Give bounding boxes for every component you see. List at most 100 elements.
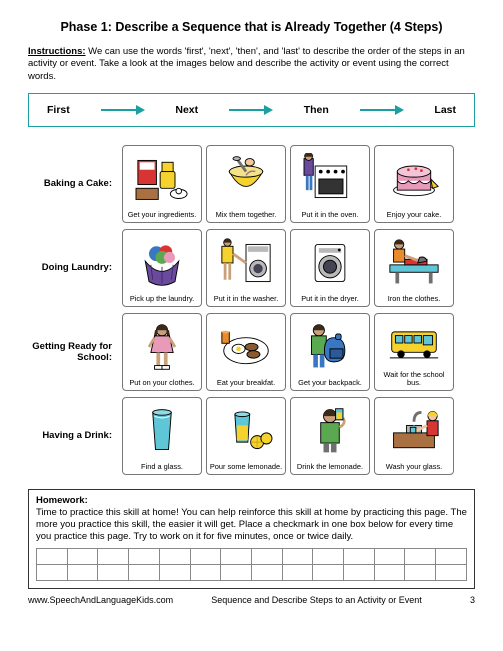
backpack-icon bbox=[293, 317, 367, 377]
step-caption: Put it in the washer. bbox=[214, 295, 279, 303]
instructions-text: We can use the words 'first', 'next', 't… bbox=[28, 46, 465, 82]
practice-cell[interactable] bbox=[67, 548, 98, 564]
sequence-words-bar: First Next Then Last bbox=[28, 93, 475, 127]
practice-cell[interactable] bbox=[405, 564, 436, 580]
wash-icon bbox=[377, 401, 451, 461]
activity-cards: Get your ingredients. Mix them together.… bbox=[122, 145, 454, 223]
page-title: Phase 1: Describe a Sequence that is Alr… bbox=[28, 20, 475, 34]
page-footer: www.SpeechAndLanguageKids.com Sequence a… bbox=[28, 595, 475, 605]
step-card: Eat your breakfat. bbox=[206, 313, 286, 391]
step-caption: Pour some lemonade. bbox=[210, 463, 282, 471]
activity-cards: Put on your clothes. Eat your breakfat. … bbox=[122, 313, 454, 391]
practice-cell[interactable] bbox=[374, 548, 405, 564]
step-card: Wait for the school bus. bbox=[374, 313, 454, 391]
practice-cell[interactable] bbox=[190, 564, 221, 580]
seq-word-next: Next bbox=[175, 104, 198, 116]
practice-cell[interactable] bbox=[344, 548, 375, 564]
activity-row: Getting Ready for School: Put on your cl… bbox=[28, 313, 475, 391]
practice-cell[interactable] bbox=[405, 548, 436, 564]
step-card: Put it in the oven. bbox=[290, 145, 370, 223]
step-card: Put it in the washer. bbox=[206, 229, 286, 307]
practice-cell[interactable] bbox=[37, 548, 68, 564]
seq-word-last: Last bbox=[434, 104, 456, 116]
instructions-label: Instructions: bbox=[28, 46, 86, 57]
practice-cell[interactable] bbox=[251, 548, 282, 564]
step-card: Enjoy your cake. bbox=[374, 145, 454, 223]
practice-cell[interactable] bbox=[436, 564, 467, 580]
practice-cell[interactable] bbox=[313, 564, 344, 580]
practice-cell[interactable] bbox=[98, 564, 129, 580]
practice-cell[interactable] bbox=[436, 548, 467, 564]
ingredients-icon bbox=[125, 149, 199, 209]
practice-cell[interactable] bbox=[374, 564, 405, 580]
step-card: Pick up the laundry. bbox=[122, 229, 202, 307]
breakfast-icon bbox=[209, 317, 283, 377]
arrow-icon bbox=[101, 105, 145, 115]
step-card: Drink the lemonade. bbox=[290, 397, 370, 475]
practice-cell[interactable] bbox=[251, 564, 282, 580]
arrow-icon bbox=[229, 105, 273, 115]
homework-box: Homework: Time to practice this skill at… bbox=[28, 489, 475, 589]
step-caption: Put it in the dryer. bbox=[301, 295, 359, 303]
practice-cell[interactable] bbox=[221, 564, 252, 580]
practice-cell[interactable] bbox=[159, 564, 190, 580]
instructions: Instructions: We can use the words 'firs… bbox=[28, 46, 475, 83]
practice-cell[interactable] bbox=[282, 564, 313, 580]
step-card: Mix them together. bbox=[206, 145, 286, 223]
step-caption: Find a glass. bbox=[141, 463, 183, 471]
practice-cell[interactable] bbox=[129, 564, 160, 580]
step-card: Get your backpack. bbox=[290, 313, 370, 391]
step-caption: Get your ingredients. bbox=[128, 211, 197, 219]
footer-url: www.SpeechAndLanguageKids.com bbox=[28, 595, 178, 605]
step-caption: Wash your glass. bbox=[386, 463, 442, 471]
step-card: Put on your clothes. bbox=[122, 313, 202, 391]
drink-icon bbox=[293, 401, 367, 461]
step-caption: Mix them together. bbox=[216, 211, 277, 219]
seq-word-first: First bbox=[47, 104, 70, 116]
practice-cell[interactable] bbox=[313, 548, 344, 564]
practice-cell[interactable] bbox=[282, 548, 313, 564]
footer-center: Sequence and Describe Steps to an Activi… bbox=[178, 595, 455, 605]
practice-cell[interactable] bbox=[129, 548, 160, 564]
mix-icon bbox=[209, 149, 283, 209]
activities-grid: Baking a Cake: Get your ingredients. Mix… bbox=[28, 145, 475, 475]
practice-cell[interactable] bbox=[190, 548, 221, 564]
activity-label: Having a Drink: bbox=[28, 430, 116, 441]
activity-cards: Pick up the laundry. Put it in the washe… bbox=[122, 229, 454, 307]
step-caption: Drink the lemonade. bbox=[297, 463, 363, 471]
cake-icon bbox=[377, 149, 451, 209]
activity-label: Doing Laundry: bbox=[28, 262, 116, 273]
dress-icon bbox=[125, 317, 199, 377]
bus-icon bbox=[377, 317, 451, 369]
practice-cell[interactable] bbox=[98, 548, 129, 564]
step-card: Pour some lemonade. bbox=[206, 397, 286, 475]
step-card: Get your ingredients. bbox=[122, 145, 202, 223]
homework-text: Time to practice this skill at home! You… bbox=[36, 507, 467, 543]
step-card: Iron the clothes. bbox=[374, 229, 454, 307]
glass-icon bbox=[125, 401, 199, 461]
activity-label: Baking a Cake: bbox=[28, 178, 116, 189]
homework-label: Homework: bbox=[36, 495, 88, 506]
footer-page-number: 3 bbox=[455, 595, 475, 605]
step-caption: Get your backpack. bbox=[298, 379, 362, 387]
practice-cell[interactable] bbox=[67, 564, 98, 580]
step-caption: Eat your breakfat. bbox=[217, 379, 275, 387]
practice-cell[interactable] bbox=[37, 564, 68, 580]
basket-icon bbox=[125, 233, 199, 293]
step-caption: Iron the clothes. bbox=[388, 295, 441, 303]
practice-cell[interactable] bbox=[159, 548, 190, 564]
step-card: Wash your glass. bbox=[374, 397, 454, 475]
step-caption: Put on your clothes. bbox=[129, 379, 194, 387]
step-caption: Put it in the oven. bbox=[301, 211, 358, 219]
step-caption: Wait for the school bus. bbox=[377, 371, 451, 387]
practice-cell[interactable] bbox=[221, 548, 252, 564]
activity-label: Getting Ready for School: bbox=[28, 341, 116, 364]
step-caption: Pick up the laundry. bbox=[130, 295, 194, 303]
seq-word-then: Then bbox=[304, 104, 329, 116]
iron-icon bbox=[377, 233, 451, 293]
activity-cards: Find a glass. Pour some lemonade. Drink … bbox=[122, 397, 454, 475]
activity-row: Baking a Cake: Get your ingredients. Mix… bbox=[28, 145, 475, 223]
pour-icon bbox=[209, 401, 283, 461]
step-caption: Enjoy your cake. bbox=[387, 211, 442, 219]
practice-cell[interactable] bbox=[344, 564, 375, 580]
